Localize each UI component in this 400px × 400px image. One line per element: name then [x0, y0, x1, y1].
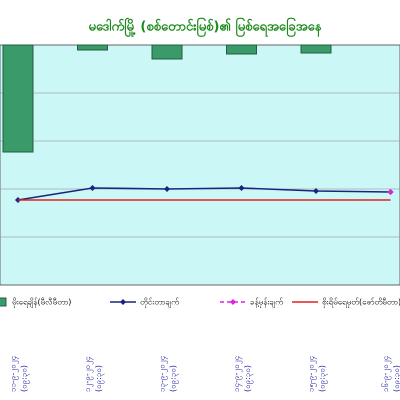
x-tick-date: ၁၃-၉-၂၀၂၄: [158, 356, 169, 392]
x-tick-time: (၀၉:၃၀): [94, 365, 105, 392]
x-tick-time: (၀၉:၃၀): [169, 365, 180, 392]
x-tick-time: (၀၉:၃၀): [318, 365, 329, 392]
rain-bar: [151, 44, 183, 60]
rain-bar: [300, 44, 332, 54]
x-tick-time: (၀၉:၃၀): [392, 365, 400, 392]
level-point: [238, 185, 245, 191]
level-point: [164, 186, 170, 192]
legend-swatch: [0, 297, 7, 307]
legend-label: စိုးရိမ်ရေမှတ်(ဇော်တိမီတာ): [322, 297, 400, 309]
x-tick-label: ၁၆-၉-၂၀၂၄ (၀၉:၃၀): [380, 356, 400, 392]
legend-label: တိုင်းတာချက်: [140, 297, 179, 309]
x-tick-time: (၀၉:၃၀): [243, 365, 254, 392]
x-tick-label: ၁၃-၉-၂၀၂၄ (၀၉:၃၀): [158, 356, 180, 392]
x-tick-label: ၁၁-၉-၂၀၂၄ (၀၉:၃၀): [9, 356, 31, 392]
level-line: [17, 187, 391, 201]
x-tick-date: ၁၁-၉-၂၀၂၄: [9, 356, 20, 392]
chart-title: မဒေါက်မြို့ (စစ်တောင်းမြစ်)၏ မြစ်ရေအခြေအ…: [89, 17, 323, 38]
forecast-point: [387, 189, 394, 195]
legend-marker: [230, 299, 236, 305]
rain-bar: [226, 44, 257, 55]
x-tick-date: ၁၆-၉-၂၀၂၄: [380, 356, 392, 392]
x-tick-date: ၁၂-၉-၂၀၂၄: [83, 356, 94, 392]
plot-area: [0, 44, 400, 286]
rain-bar: [2, 44, 34, 153]
x-tick-date: ၁၅-၉-၂၀၂၄: [307, 356, 318, 392]
level-point: [313, 188, 319, 194]
x-tick-label: ၁၂-၉-၂၀၂၄ (၀၉:၃၀): [83, 356, 105, 392]
x-tick-time: (၀၉:၃၀): [20, 365, 31, 392]
x-tick-date: ၁၄-၉-၂၀၂၄: [232, 356, 243, 392]
level-point: [89, 185, 96, 191]
legend-label: ခန့်မှန်းချက်: [250, 297, 283, 309]
legend-marker: [120, 299, 126, 305]
legend-label: မိုးရေချိန်(မီလီမီတာ): [12, 297, 71, 309]
x-tick-label: ၁၅-၉-၂၀၂၄ (၀၉:၃၀): [307, 356, 329, 392]
rain-bar: [77, 44, 108, 51]
x-tick-label: ၁၄-၉-၂၀၂၄ (၀၉:၃၀): [232, 356, 254, 392]
